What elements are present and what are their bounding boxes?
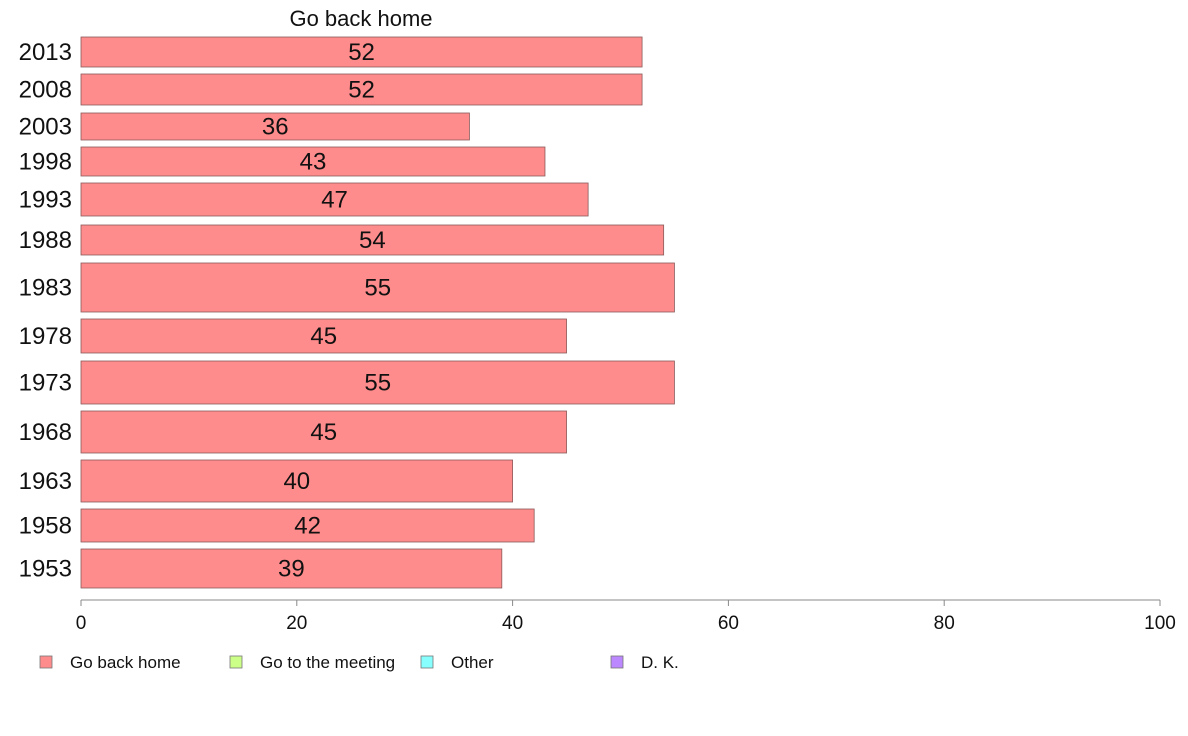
legend-label-0: Go back home [70,653,181,672]
bar-2013 [80,36,643,68]
category-label-1998: 1998 [19,149,72,176]
bar-1968 [80,410,567,454]
legend-swatch-3 [610,655,624,669]
legend: Go back home Go to the meeting Other D. K. [39,653,679,672]
category-label-1973: 1973 [19,370,72,397]
bar-1998 [80,146,546,177]
x-tick-label-60: 60 [718,613,739,634]
category-label-1963: 1963 [19,468,72,495]
category-label-2008: 2008 [19,77,72,104]
x-tick-label-40: 40 [502,613,523,634]
bar-1988 [80,224,665,256]
bar-label-1998: 43 [300,149,327,176]
bar-label-1958: 42 [294,513,321,540]
bar-label-1968: 45 [310,419,337,446]
category-label-1978: 1978 [19,323,72,350]
bar-1993 [80,182,589,217]
bar-label-1973: 55 [364,370,391,397]
category-label-1988: 1988 [19,227,72,254]
bar-1963 [80,459,514,503]
legend-label-2: Other [451,653,494,672]
legend-label-1: Go to the meeting [260,653,395,672]
bar-label-2013: 52 [348,39,375,66]
bar-2003 [80,112,470,141]
bar-1958 [80,508,535,543]
x-tick-label-100: 100 [1144,613,1176,634]
category-label-1993: 1993 [19,187,72,214]
category-label-1953: 1953 [19,556,72,583]
bar-label-1978: 45 [310,323,337,350]
category-labels: 2013 2008 2003 1998 1993 1988 1983 1978 1973 1968… [19,39,72,583]
bar-label-1953: 39 [278,556,305,583]
category-label-1958: 1958 [19,513,72,540]
bar-1983 [80,262,675,313]
bar-label-2003: 36 [262,114,289,141]
category-label-1983: 1983 [19,275,72,302]
x-axis: 0 20 40 60 80 100 [76,599,1176,634]
category-label-2013: 2013 [19,39,72,66]
bar-label-2008: 52 [348,77,375,104]
bar-label-1983: 55 [364,275,391,302]
category-label-2003: 2003 [19,114,72,141]
panel-title: Go back home [289,6,432,31]
x-tick-label-20: 20 [286,613,307,634]
category-label-1968: 1968 [19,419,72,446]
legend-label-3: D. K. [641,653,679,672]
bar-2008 [80,73,643,106]
x-tick-label-0: 0 [76,613,87,634]
legend-swatch-0 [39,655,53,669]
bar-1978 [80,318,567,354]
x-tick-label-80: 80 [934,613,955,634]
legend-swatch-1 [229,655,243,669]
bar-label-1963: 40 [283,468,310,495]
bar-1973 [80,360,675,405]
bar-label-1993: 47 [321,187,348,214]
bar-1953 [80,548,503,589]
legend-swatch-2 [420,655,434,669]
bar-label-1988: 54 [359,227,386,254]
